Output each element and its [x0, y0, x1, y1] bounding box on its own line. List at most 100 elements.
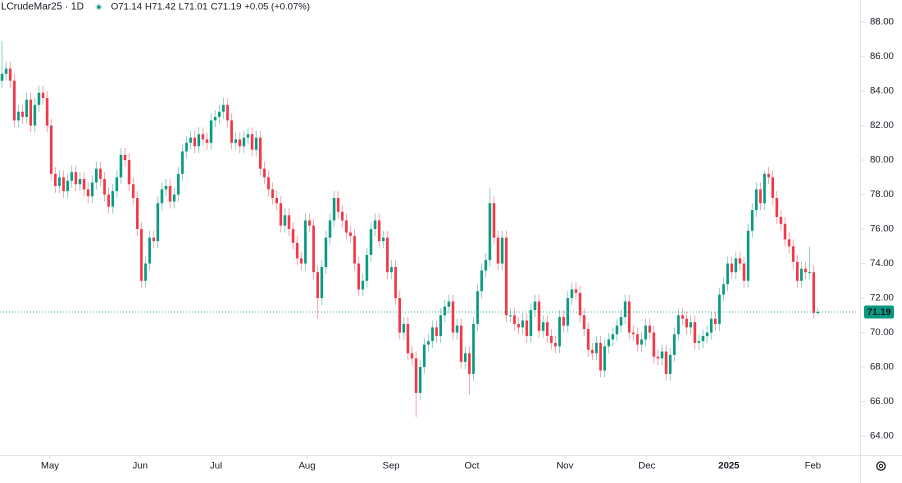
candle-body — [504, 237, 508, 316]
candle-body — [152, 237, 156, 242]
candle-body — [201, 134, 205, 140]
candle-body — [574, 289, 578, 293]
candle-body — [103, 179, 106, 195]
y-tick-label: 82.00 — [870, 120, 894, 131]
candle-body — [394, 266, 397, 299]
candle-body — [591, 349, 594, 354]
candle-body — [627, 301, 631, 333]
gear-hub — [878, 463, 884, 469]
y-tick-label: 74.00 — [870, 258, 894, 269]
candle-body — [439, 315, 442, 336]
candle-body — [632, 332, 635, 335]
candle-body — [222, 104, 225, 112]
candle-body — [455, 325, 459, 333]
candle-body — [607, 339, 611, 347]
candle-body — [767, 173, 770, 178]
candle-body — [816, 312, 820, 314]
candle-body — [349, 232, 352, 236]
candle-body — [123, 154, 127, 161]
candle-body — [447, 301, 451, 307]
candle-body — [791, 246, 795, 262]
candle-body — [431, 327, 434, 342]
candle-body — [263, 168, 266, 178]
candle-body — [693, 322, 697, 343]
candle-body — [545, 322, 549, 336]
legend-value: 71.14 — [118, 2, 142, 13]
status-dot — [97, 5, 101, 9]
y-tick-label: 64.00 — [870, 431, 894, 442]
candle-body — [74, 172, 78, 185]
candle-body — [381, 237, 385, 242]
candle-body — [513, 315, 516, 324]
candle-body — [472, 323, 475, 374]
candle-body — [496, 237, 500, 264]
candle-body — [82, 179, 86, 190]
candle-body — [533, 301, 537, 311]
candle-body — [283, 215, 287, 226]
candle-body — [361, 280, 365, 290]
candle-body — [13, 80, 16, 121]
candle-body — [312, 225, 315, 273]
candle-body — [136, 198, 139, 230]
candle-body — [287, 215, 291, 230]
candle-body — [197, 134, 201, 147]
legend-label: H — [145, 2, 152, 13]
candle-body — [787, 239, 791, 247]
candle-body — [365, 254, 369, 281]
candle-body — [29, 99, 33, 126]
candle-body — [172, 194, 176, 202]
y-tick-label: 80.00 — [870, 155, 894, 166]
candle-body — [619, 317, 623, 326]
candle-body — [509, 315, 512, 317]
candle-body — [398, 298, 401, 333]
candle-body — [582, 315, 586, 330]
candle-body — [808, 272, 811, 274]
candle-body — [230, 120, 233, 143]
candle-body — [156, 203, 160, 242]
candle-body — [578, 292, 582, 316]
x-tick-label: Jun — [133, 461, 148, 472]
candle-body — [623, 301, 627, 318]
candle-body — [234, 139, 238, 143]
x-tick-label: Nov — [556, 461, 573, 472]
candle-body — [771, 177, 775, 199]
candle-body — [640, 339, 643, 345]
candle-body — [537, 301, 541, 331]
candle-body — [681, 315, 684, 319]
candle-body — [714, 318, 717, 324]
candle-body — [279, 203, 283, 226]
candle-body — [615, 325, 619, 335]
candle-body — [0, 73, 4, 81]
candle-body — [25, 99, 28, 117]
candle-body — [734, 258, 738, 273]
legend-label: C — [211, 2, 218, 13]
settings-icon[interactable] — [876, 461, 886, 471]
symbol: LCrudeMar25 · 1D — [1, 2, 84, 13]
candle-body — [521, 320, 524, 328]
plot-area — [0, 21, 865, 459]
x-tick-label: Sep — [383, 461, 400, 472]
candle-body — [99, 168, 102, 180]
y-tick-label: 78.00 — [870, 189, 894, 200]
candle-body — [697, 341, 701, 343]
y-tick-label: 70.00 — [870, 327, 894, 338]
candle-body — [189, 137, 192, 143]
candle-body — [718, 294, 721, 324]
candle-body — [131, 184, 135, 199]
x-tick-label: 2025 — [718, 461, 740, 472]
candle-body — [250, 134, 254, 150]
candle-body — [742, 263, 746, 281]
candle-body — [336, 198, 340, 212]
candle-body — [414, 358, 418, 393]
candle-body — [599, 342, 602, 371]
candle-body — [418, 367, 422, 393]
candle-body — [267, 177, 270, 190]
candle-body — [480, 270, 483, 292]
candle-body — [181, 151, 184, 174]
candle-body — [730, 263, 734, 273]
candle-body — [701, 335, 705, 342]
candle-body — [422, 344, 426, 368]
x-tick-label: Dec — [638, 461, 655, 472]
candle-body — [70, 172, 74, 181]
